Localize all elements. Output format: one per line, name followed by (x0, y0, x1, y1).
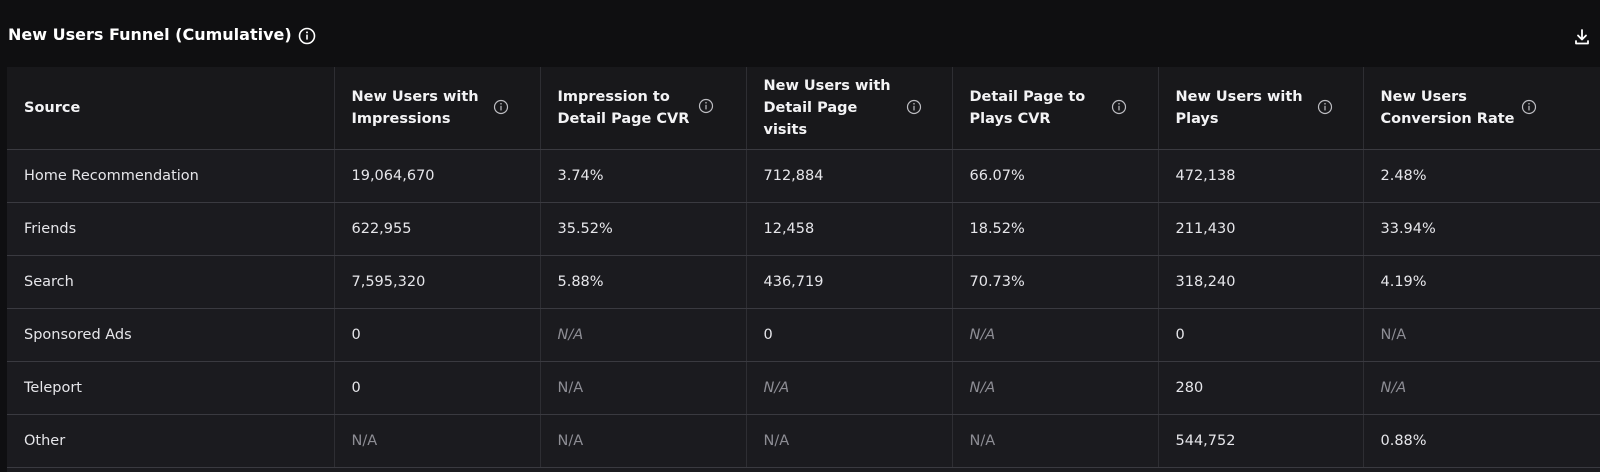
cell: 0 (334, 361, 541, 415)
table-row: Sponsored Ads 0 N/A 0 N/A 0 N/A (7, 308, 1600, 362)
column-header-impressions[interactable]: New Users with Impressions (334, 67, 541, 150)
download-icon[interactable] (1573, 28, 1591, 46)
cell: N/A (540, 308, 747, 362)
cell: N/A (952, 308, 1159, 362)
info-icon[interactable] (1521, 99, 1537, 115)
table-row: Friends 622,955 35.52% 12,458 18.52% 211… (7, 202, 1600, 256)
table-row: Teleport 0 N/A N/A N/A 280 N/A (7, 361, 1600, 415)
info-icon[interactable] (493, 99, 509, 115)
cell: 0.88% (1363, 414, 1600, 468)
funnel-table-container: Source New Users with Impressions Impres… (7, 67, 1600, 472)
cell: 66.07% (952, 149, 1159, 203)
cell: 0 (1158, 308, 1364, 362)
info-icon[interactable] (1111, 99, 1127, 115)
column-header-label: New Users Conversion Rate (1380, 89, 1515, 127)
cell: N/A (1363, 308, 1600, 362)
cell: 5.88% (540, 255, 747, 309)
cell: N/A (334, 414, 541, 468)
cell: 33.94% (1363, 202, 1600, 256)
cell: N/A (540, 361, 747, 415)
widget-title: New Users Funnel (Cumulative) (8, 25, 292, 44)
cell: 19,064,670 (334, 149, 541, 203)
cell-source: Home Recommendation (7, 149, 335, 203)
column-header-label: Detail Page to Plays CVR (969, 89, 1086, 127)
column-header-impression-cvr[interactable]: Impression to Detail Page CVR (540, 67, 747, 150)
cell: 622,955 (334, 202, 541, 256)
cell-source: Friends (7, 202, 335, 256)
cell: 544,752 (1158, 414, 1364, 468)
cell: 35.52% (540, 202, 747, 256)
cell: 3.74% (540, 149, 747, 203)
cell: N/A (540, 414, 747, 468)
cell: 0 (334, 308, 541, 362)
column-header-plays-cvr[interactable]: Detail Page to Plays CVR (952, 67, 1159, 150)
table-header-row: Source New Users with Impressions Impres… (7, 67, 1600, 150)
column-header-label: New Users with Plays (1175, 89, 1303, 127)
info-icon[interactable] (298, 27, 316, 45)
cell: N/A (746, 414, 953, 468)
column-header-detail-visits[interactable]: New Users with Detail Page visits (746, 67, 953, 150)
table-row: Other N/A N/A N/A N/A 544,752 0.88% (7, 414, 1600, 468)
column-header-label: New Users with Detail Page visits (763, 78, 891, 138)
column-header-conversion-rate[interactable]: New Users Conversion Rate (1363, 67, 1600, 150)
funnel-table: Source New Users with Impressions Impres… (7, 67, 1600, 468)
cell: N/A (746, 361, 953, 415)
table-row: Home Recommendation 19,064,670 3.74% 712… (7, 149, 1600, 203)
cell-source: Sponsored Ads (7, 308, 335, 362)
column-header-label: Impression to Detail Page CVR (557, 89, 690, 127)
column-header-label: New Users with Impressions (351, 89, 479, 127)
cell: 436,719 (746, 255, 953, 309)
cell: N/A (952, 361, 1159, 415)
cell: 7,595,320 (334, 255, 541, 309)
cell: 4.19% (1363, 255, 1600, 309)
cell: 472,138 (1158, 149, 1364, 203)
info-icon[interactable] (698, 98, 714, 114)
cell-source: Teleport (7, 361, 335, 415)
cell: 280 (1158, 361, 1364, 415)
cell-source: Other (7, 414, 335, 468)
cell: 712,884 (746, 149, 953, 203)
cell: 18.52% (952, 202, 1159, 256)
cell-source: Search (7, 255, 335, 309)
column-header-source[interactable]: Source (7, 67, 335, 150)
cell: 318,240 (1158, 255, 1364, 309)
cell: 0 (746, 308, 953, 362)
cell: N/A (952, 414, 1159, 468)
column-header-plays[interactable]: New Users with Plays (1158, 67, 1364, 150)
cell: 211,430 (1158, 202, 1364, 256)
cell: N/A (1363, 361, 1600, 415)
cell: 2.48% (1363, 149, 1600, 203)
cell: 70.73% (952, 255, 1159, 309)
widget-header: New Users Funnel (Cumulative) (0, 0, 1600, 67)
column-header-label: Source (24, 100, 81, 116)
info-icon[interactable] (1317, 99, 1333, 115)
cell: 12,458 (746, 202, 953, 256)
info-icon[interactable] (906, 99, 922, 115)
table-row: Search 7,595,320 5.88% 436,719 70.73% 31… (7, 255, 1600, 309)
